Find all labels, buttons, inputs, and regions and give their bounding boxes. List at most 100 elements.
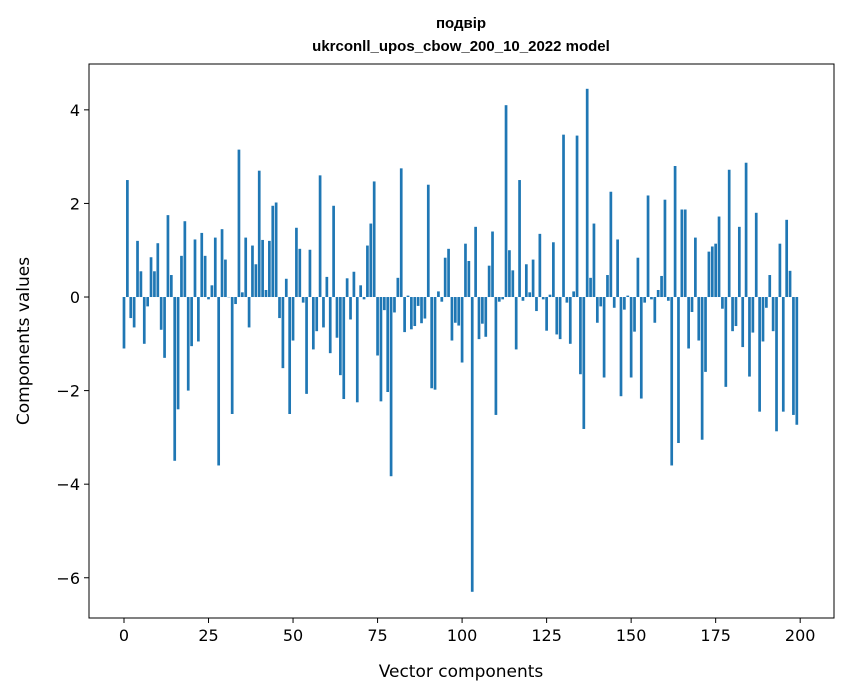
bar-component-24 (203, 255, 207, 298)
bar-component-35 (240, 292, 244, 298)
bar-component-178 (724, 297, 728, 387)
bar-component-80 (393, 297, 396, 313)
bar-component-3 (132, 297, 136, 328)
bar-component-106 (481, 297, 484, 324)
bar-component-17 (180, 255, 183, 298)
x-tick-label: 125 (531, 626, 562, 645)
bar-component-148 (623, 297, 626, 310)
bar-component-138 (589, 277, 592, 298)
bar-component-154 (643, 297, 647, 303)
bar-component-171 (700, 297, 704, 440)
bar-component-137 (585, 88, 589, 298)
bar-component-13 (166, 215, 170, 298)
bar-component-156 (650, 297, 653, 300)
bar-component-82 (399, 168, 403, 298)
bar-component-180 (731, 297, 734, 332)
bar-component-87 (416, 297, 420, 306)
bar-component-57 (315, 297, 319, 332)
bar-component-184 (744, 162, 748, 298)
chart-title-line1: подвір (436, 15, 486, 32)
bar-component-161 (666, 297, 670, 301)
bar-component-105 (477, 297, 481, 340)
bar-component-190 (765, 297, 768, 308)
bar-component-141 (599, 297, 603, 307)
bar-component-162 (670, 297, 674, 466)
bar-component-68 (352, 271, 356, 298)
bar-component-50 (291, 297, 295, 341)
bar-component-195 (781, 297, 785, 412)
bar-component-97 (450, 297, 454, 341)
bar-component-53 (301, 297, 305, 303)
bar-component-74 (372, 181, 376, 298)
bar-component-46 (278, 297, 281, 319)
bar-component-1 (126, 180, 129, 298)
bar-component-52 (298, 248, 302, 298)
bar-component-95 (443, 257, 447, 298)
x-tick-label: 150 (616, 626, 647, 645)
bar-component-115 (511, 270, 515, 298)
bar-component-197 (788, 270, 792, 298)
bar-component-133 (572, 291, 576, 298)
bar-component-47 (281, 297, 285, 369)
bar-component-0 (122, 297, 126, 349)
bar-component-147 (619, 297, 623, 397)
bar-component-44 (271, 205, 275, 298)
bar-component-164 (677, 297, 680, 444)
x-tick-label: 200 (785, 626, 816, 645)
bar-component-25 (207, 297, 210, 300)
bar-component-131 (565, 297, 569, 303)
bar-component-58 (318, 175, 322, 298)
bar-component-99 (457, 297, 461, 326)
bar-component-132 (568, 297, 572, 344)
bar-component-34 (237, 149, 241, 298)
x-tick-label: 75 (367, 626, 387, 645)
bar-component-26 (210, 285, 214, 298)
bar-component-84 (406, 295, 410, 298)
bar-component-67 (349, 297, 352, 320)
bar-component-49 (288, 297, 292, 414)
bar-component-196 (785, 219, 789, 298)
x-axis-label: Vector components (379, 662, 544, 682)
bar-component-15 (173, 297, 177, 461)
bar-component-62 (332, 205, 335, 298)
bar-component-126 (548, 294, 552, 298)
bar-component-152 (636, 257, 640, 298)
bar-component-6 (142, 297, 146, 344)
bars (122, 88, 799, 592)
bar-component-16 (176, 297, 180, 410)
bar-component-65 (342, 297, 346, 400)
bar-component-96 (447, 248, 450, 298)
bar-component-192 (771, 297, 775, 332)
bar-component-149 (626, 295, 630, 298)
bar-component-140 (595, 297, 599, 323)
bar-component-129 (558, 297, 562, 340)
x-tick-label: 0 (119, 626, 129, 645)
bar-component-23 (200, 232, 204, 298)
bar-component-28 (217, 297, 221, 466)
x-tick-label: 50 (283, 626, 303, 645)
y-tick-label: 0 (70, 288, 80, 307)
bar-component-155 (646, 195, 650, 298)
bar-component-121 (531, 259, 535, 298)
bar-component-77 (382, 297, 386, 311)
bar-component-51 (295, 227, 298, 298)
bar-component-182 (737, 226, 741, 298)
bar-component-29 (220, 229, 224, 298)
bar-component-71 (362, 297, 366, 300)
bar-component-198 (792, 297, 795, 415)
bar-component-135 (579, 297, 582, 375)
bar-component-91 (430, 297, 434, 389)
bar-component-94 (440, 297, 444, 302)
bar-component-145 (612, 297, 616, 308)
bar-component-102 (467, 260, 471, 298)
bar-component-124 (541, 297, 545, 300)
bar-component-103 (470, 297, 474, 592)
bar-component-66 (345, 278, 349, 298)
y-axis-label: Components values (14, 257, 34, 425)
bar-component-109 (491, 231, 494, 298)
bar-component-37 (247, 297, 251, 328)
bar-component-70 (359, 285, 363, 298)
bar-component-11 (159, 297, 163, 330)
bar-component-168 (690, 297, 694, 312)
bar-component-146 (616, 239, 619, 298)
